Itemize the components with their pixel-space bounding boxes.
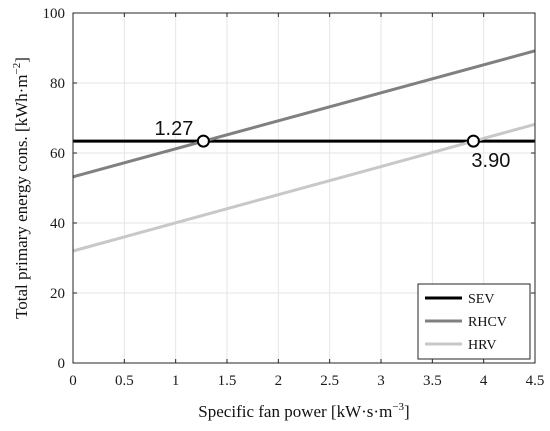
intersection-label: 3.90 bbox=[471, 150, 510, 172]
annotation-markers: 1.27 3.90 bbox=[154, 118, 510, 172]
intersection-marker bbox=[196, 134, 210, 148]
x-tick-label: 4 bbox=[480, 373, 488, 389]
x-tick-label: 3 bbox=[377, 373, 385, 389]
y-axis-title: Total primary energy cons. [kWh·m−2] bbox=[11, 57, 31, 319]
legend-label-rhcv: RHCV bbox=[468, 315, 507, 330]
y-tick-label: 60 bbox=[50, 146, 65, 162]
intersection-label: 1.27 bbox=[154, 118, 193, 140]
legend: SEV RHCV HRV bbox=[417, 283, 531, 360]
series-line-hrv bbox=[72, 122, 536, 253]
x-tick-label: 4.5 bbox=[526, 373, 545, 389]
legend-label-hrv: HRV bbox=[468, 338, 496, 353]
y-tick-label: 40 bbox=[50, 216, 65, 232]
series-lines bbox=[72, 49, 536, 253]
axis-ticks: 0 0.5 1 1.5 2 2.5 3 3.5 4 4.5 0 20 40 60 80 100 bbox=[43, 6, 545, 389]
x-tick-label: 3.5 bbox=[423, 373, 442, 389]
y-tick-label: 0 bbox=[58, 356, 66, 372]
legend-label-sev: SEV bbox=[468, 292, 494, 307]
x-axis-title: Specific fan power [kW·s·m−3] bbox=[198, 401, 409, 421]
x-tick-label: 1 bbox=[172, 373, 180, 389]
x-tick-label: 2.5 bbox=[320, 373, 339, 389]
x-tick-label: 0 bbox=[69, 373, 77, 389]
x-tick-label: 1.5 bbox=[218, 373, 237, 389]
x-tick-label: 2 bbox=[275, 373, 283, 389]
y-tick-label: 20 bbox=[50, 286, 65, 302]
y-tick-label: 80 bbox=[50, 76, 65, 92]
x-tick-label: 0.5 bbox=[115, 373, 134, 389]
plot-frame bbox=[72, 12, 536, 364]
series-line-rhcv bbox=[72, 49, 536, 179]
intersection-marker bbox=[466, 134, 480, 148]
y-tick-label: 100 bbox=[43, 6, 66, 22]
